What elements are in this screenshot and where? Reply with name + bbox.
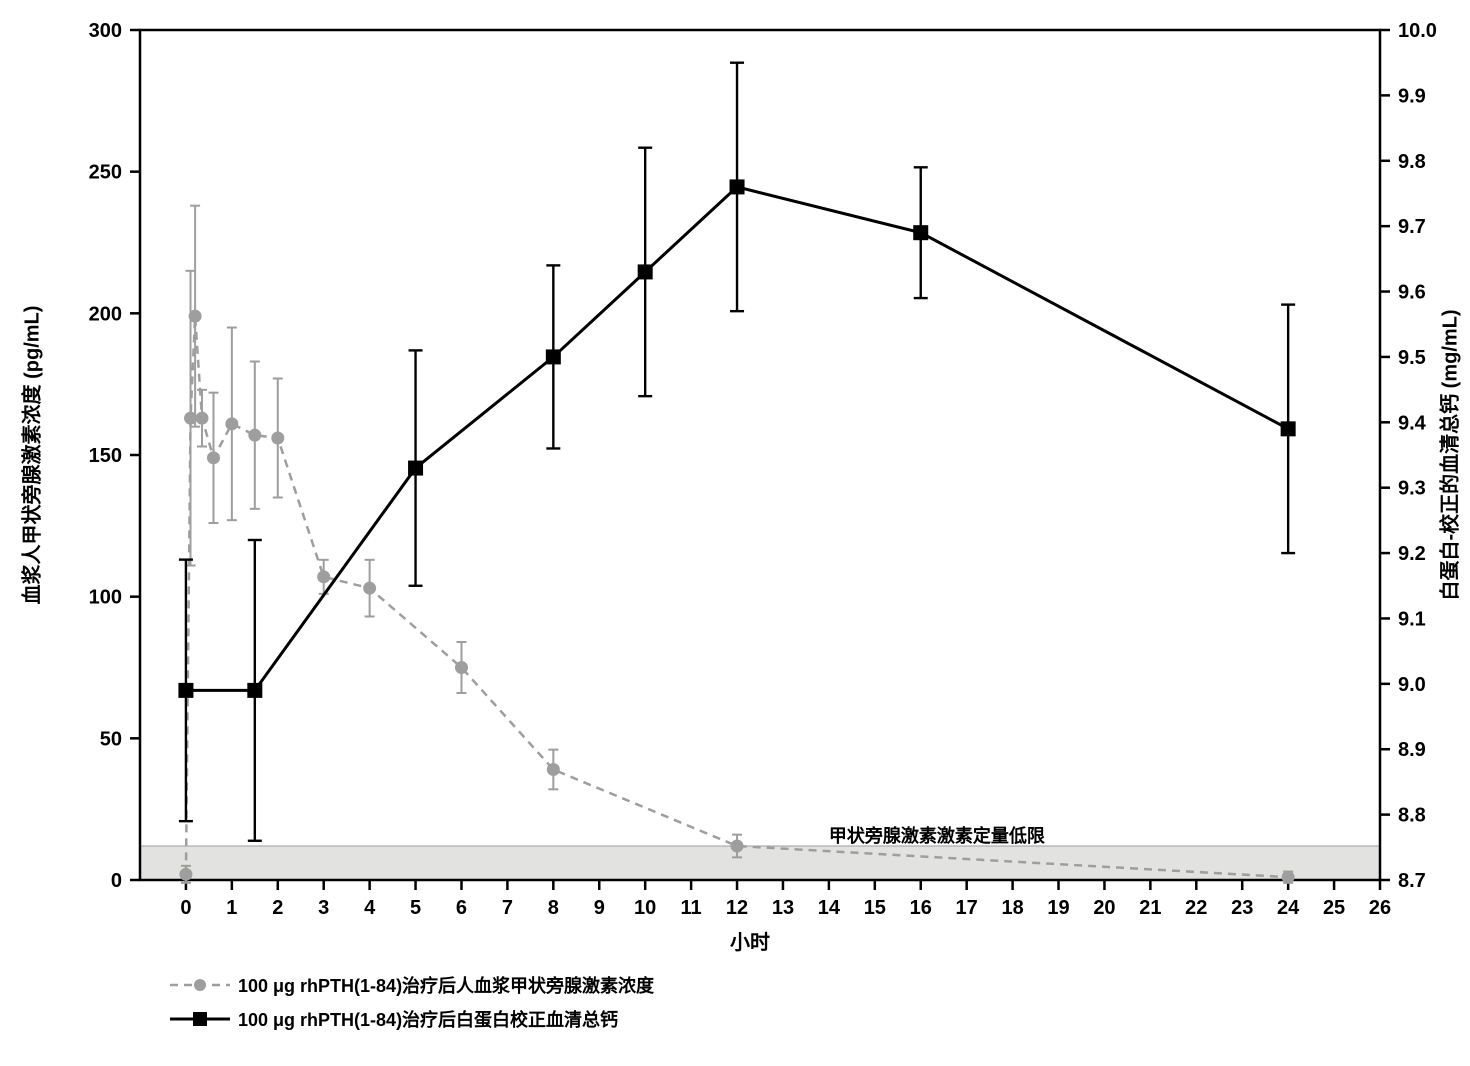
- lloq-label: 甲状旁腺激素激素定量低限: [829, 822, 1045, 848]
- svg-text:26: 26: [1369, 897, 1391, 919]
- svg-text:16: 16: [910, 897, 932, 919]
- svg-text:9.1: 9.1: [1398, 608, 1426, 630]
- svg-text:0: 0: [180, 897, 191, 919]
- svg-text:13: 13: [772, 897, 794, 919]
- svg-text:150: 150: [89, 445, 122, 467]
- svg-text:9.0: 9.0: [1398, 674, 1426, 696]
- svg-text:22: 22: [1185, 897, 1207, 919]
- svg-text:9.4: 9.4: [1398, 412, 1427, 434]
- svg-text:7: 7: [502, 897, 513, 919]
- svg-text:19: 19: [1047, 897, 1069, 919]
- svg-text:23: 23: [1231, 897, 1253, 919]
- svg-text:10: 10: [634, 897, 656, 919]
- svg-text:9.7: 9.7: [1398, 216, 1426, 238]
- svg-text:50: 50: [100, 728, 122, 750]
- svg-text:0: 0: [111, 870, 122, 892]
- svg-text:100: 100: [89, 587, 122, 609]
- svg-text:12: 12: [726, 897, 748, 919]
- svg-text:20: 20: [1093, 897, 1115, 919]
- svg-text:9.6: 9.6: [1398, 282, 1426, 304]
- legend-swatch-pth: [170, 975, 230, 995]
- svg-text:8: 8: [548, 897, 559, 919]
- svg-text:10.0: 10.0: [1398, 20, 1437, 42]
- legend-item-pth: 100 μg rhPTH(1-84)治疗后人血浆甲状旁腺激素浓度: [170, 972, 654, 998]
- svg-text:18: 18: [1001, 897, 1023, 919]
- y-axis-left-label: 血浆人甲状旁腺激素浓度 (pg/mL): [16, 306, 45, 605]
- svg-text:2: 2: [272, 897, 283, 919]
- svg-text:9: 9: [594, 897, 605, 919]
- svg-text:9.8: 9.8: [1398, 151, 1426, 173]
- svg-text:5: 5: [410, 897, 421, 919]
- legend-text-calcium: 100 μg rhPTH(1-84)治疗后白蛋白校正血清总钙: [238, 1006, 618, 1032]
- svg-text:9.9: 9.9: [1398, 85, 1426, 107]
- svg-text:9.2: 9.2: [1398, 543, 1426, 565]
- svg-text:15: 15: [864, 897, 886, 919]
- chart-container: 0123456789101112131415161718192021222324…: [0, 0, 1470, 1066]
- svg-text:8.9: 8.9: [1398, 739, 1426, 761]
- y-axis-right-label: 白蛋白-校正的血清总钙 (mg/mL): [1434, 309, 1463, 600]
- svg-text:24: 24: [1277, 897, 1300, 919]
- svg-text:300: 300: [89, 20, 122, 42]
- svg-text:1: 1: [226, 897, 237, 919]
- svg-text:9.5: 9.5: [1398, 347, 1426, 369]
- x-axis-label: 小时: [730, 926, 770, 955]
- svg-text:9.3: 9.3: [1398, 478, 1426, 500]
- legend-text-pth: 100 μg rhPTH(1-84)治疗后人血浆甲状旁腺激素浓度: [238, 972, 654, 998]
- svg-text:8.7: 8.7: [1398, 870, 1426, 892]
- svg-text:17: 17: [956, 897, 978, 919]
- legend: 100 μg rhPTH(1-84)治疗后人血浆甲状旁腺激素浓度 100 μg …: [170, 972, 654, 1032]
- svg-text:3: 3: [318, 897, 329, 919]
- chart-svg: 0123456789101112131415161718192021222324…: [0, 0, 1470, 1066]
- svg-text:250: 250: [89, 162, 122, 184]
- svg-text:8.8: 8.8: [1398, 805, 1426, 827]
- svg-text:25: 25: [1323, 897, 1345, 919]
- legend-item-calcium: 100 μg rhPTH(1-84)治疗后白蛋白校正血清总钙: [170, 1006, 654, 1032]
- legend-swatch-calcium: [170, 1009, 230, 1029]
- svg-text:11: 11: [681, 897, 702, 919]
- svg-text:200: 200: [89, 303, 122, 325]
- svg-text:14: 14: [818, 897, 841, 919]
- svg-text:21: 21: [1139, 897, 1161, 919]
- svg-text:4: 4: [364, 897, 376, 919]
- svg-text:6: 6: [456, 897, 467, 919]
